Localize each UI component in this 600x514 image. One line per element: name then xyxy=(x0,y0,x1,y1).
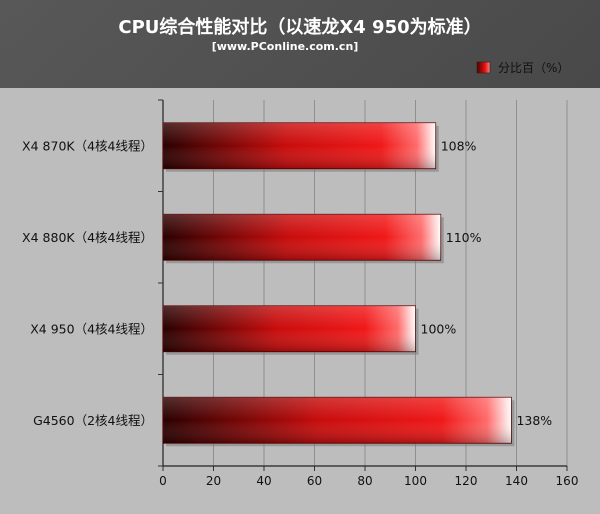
legend-label: 分比百（%） xyxy=(498,61,569,75)
legend-swatch xyxy=(476,61,491,74)
x-tick-label: 140 xyxy=(505,474,528,488)
chart-title: CPU综合性能对比（以速龙X4 950为标准） xyxy=(118,16,481,38)
value-label: 110% xyxy=(446,230,482,245)
value-label: 100% xyxy=(421,321,457,336)
category-label: X4 950（4核4线程） xyxy=(30,321,153,336)
chart-subtitle: [www.PConline.com.cn] xyxy=(212,40,359,53)
bar-shading xyxy=(163,214,441,261)
category-label: X4 880K（4核4线程） xyxy=(22,230,153,245)
labels: 0 20 40 60 80 100 120 140 160 X4 870K（4核4线程） 108% X… xyxy=(22,138,578,488)
bars xyxy=(162,122,515,447)
x-tick-label: 0 xyxy=(159,474,167,488)
bar-shading xyxy=(163,122,436,169)
x-tick-label: 20 xyxy=(206,474,221,488)
value-label: 108% xyxy=(441,138,477,153)
x-tick-label: 100 xyxy=(404,474,427,488)
x-tick-label: 120 xyxy=(455,474,478,488)
category-label: X4 870K（4核4线程） xyxy=(22,138,153,153)
bar-shading xyxy=(163,397,512,444)
bar-shading xyxy=(163,305,416,352)
x-tick-label: 60 xyxy=(307,474,322,488)
x-tick-label: 160 xyxy=(556,474,579,488)
category-label: G4560（2核4线程） xyxy=(33,413,153,428)
legend: 分比百（%） xyxy=(476,61,569,75)
x-tick-label: 80 xyxy=(357,474,372,488)
x-tick-label: 40 xyxy=(256,474,271,488)
value-label: 138% xyxy=(516,413,552,428)
